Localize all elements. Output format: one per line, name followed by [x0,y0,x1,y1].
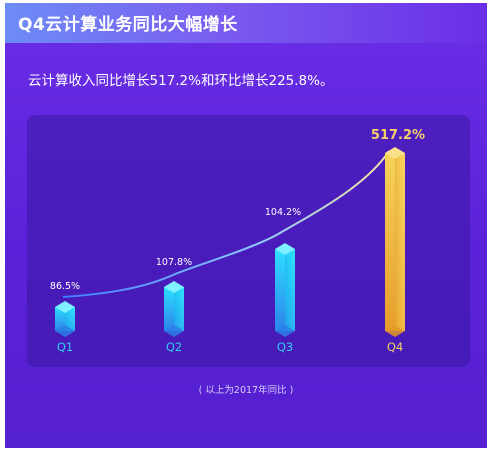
data-label: 86.5% [50,281,80,292]
x-tick-label: Q3 [277,340,293,354]
bar-side [285,249,295,331]
x-tick-label: Q1 [57,340,73,354]
chart-subtitle: 云计算收入同比增长517.2%和环比增长225.8%。 [28,73,334,89]
bar-q4 [385,147,405,337]
bar-cap [275,243,295,255]
bar-cap [385,147,405,159]
data-label: 104.2% [265,207,301,218]
x-tick-label: Q4 [387,340,403,354]
x-tick-label: Q2 [166,340,182,354]
bar-side [174,287,184,331]
chart-title: Q4云计算业务同比大幅增长 [18,15,238,35]
bar-cap [55,301,75,313]
bar-side [395,153,405,331]
title-bar: Q4云计算业务同比大幅增长 [5,3,487,43]
footnote: ( 以上为2017年同比 ) [198,385,294,396]
data-label: 107.8% [156,257,192,268]
bar-base [275,325,295,337]
data-label: 517.2% [371,128,425,143]
bar-q3 [275,243,295,337]
bar-chart: Q1 Q2 Q3 Q4 86.5% 107.8% 104.2% 517.2% [50,128,425,354]
bar-cap [164,281,184,293]
bar-q1 [55,301,75,337]
trend-curve [62,150,390,298]
bar-base [164,325,184,337]
chart-card: Q4云计算业务同比大幅增长 云计算收入同比增长517.2%和环比增长225.8%… [5,3,487,448]
bar-side [65,307,75,331]
bar-base [55,325,75,337]
bar-q2 [164,281,184,337]
bar-base [385,325,405,337]
